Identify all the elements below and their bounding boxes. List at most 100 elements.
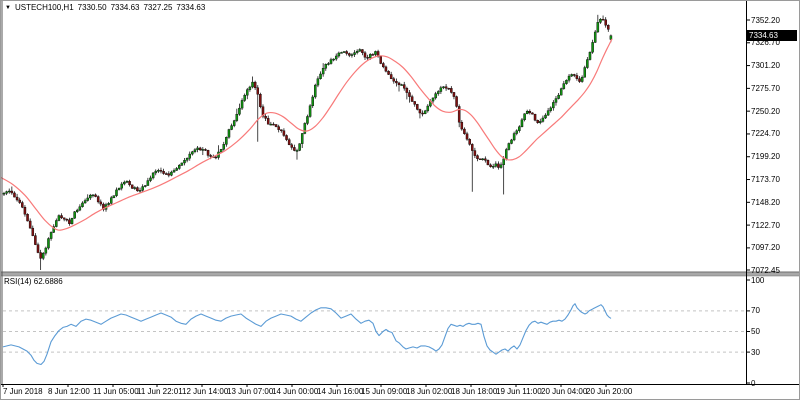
chart-title: ▼ USTECH100,H1 7330.50 7334.63 7327.25 7… <box>5 3 205 12</box>
bull-candle <box>141 186 144 191</box>
bull-candle <box>44 247 48 254</box>
bull-candle <box>41 252 45 259</box>
bull-candle <box>2 193 6 195</box>
bull-candle <box>175 168 178 171</box>
bull-candle <box>238 107 241 115</box>
bull-candle <box>89 194 92 199</box>
bear-candle <box>159 170 163 172</box>
bear-candle <box>285 135 288 140</box>
bull-candle <box>507 143 511 150</box>
bear-candle <box>410 96 414 102</box>
bear-candle <box>486 160 490 166</box>
price-axis-label: 7097.20 <box>751 243 780 253</box>
bear-candle <box>259 94 262 107</box>
moving-average-line <box>1 38 613 231</box>
bear-candle <box>484 158 487 161</box>
bear-candle <box>607 24 610 30</box>
bear-candle <box>345 51 348 54</box>
bull-candle <box>334 55 338 60</box>
bull-candle <box>144 185 147 187</box>
bull-candle <box>319 73 322 79</box>
bull-candle <box>523 113 526 121</box>
bull-candle <box>593 31 597 43</box>
low-value: 7327.25 <box>143 3 173 12</box>
bull-candle <box>154 170 157 174</box>
bear-candle <box>261 106 265 117</box>
bear-candle <box>421 112 424 115</box>
bull-candle <box>73 211 76 219</box>
bull-candle <box>374 51 377 55</box>
bull-candle <box>520 119 524 127</box>
bear-candle <box>478 158 482 160</box>
bull-candle <box>350 54 354 56</box>
bear-candle <box>94 194 97 197</box>
bull-candle <box>243 94 246 101</box>
bull-candle <box>125 181 129 183</box>
bull-candle <box>559 88 563 96</box>
price-axis-label: 7122.70 <box>751 220 780 230</box>
bear-candle <box>460 122 464 130</box>
bull-candle <box>442 86 445 88</box>
bear-candle <box>387 71 390 75</box>
bear-candle <box>455 96 458 107</box>
time-axis-label: 20 Jun 04:00 <box>541 387 588 396</box>
bull-candle <box>57 215 61 221</box>
time-axis-label: 8 Jun 12:00 <box>48 387 90 396</box>
bull-candle <box>225 137 228 145</box>
bull-candle <box>300 133 304 144</box>
bear-candle <box>62 217 66 220</box>
bear-candle <box>28 220 32 229</box>
bull-candle <box>133 187 137 189</box>
bull-candle <box>329 59 333 64</box>
bull-candle <box>549 107 552 111</box>
bull-candle <box>219 149 223 153</box>
bull-candle <box>599 18 602 23</box>
time-axis[interactable]: 7 Jun 2018 8 Jun 12:00 11 Jun 05:00 11 Jun … <box>1 385 799 399</box>
bull-candle <box>81 202 84 207</box>
rsi-axis-label: 100 <box>751 275 765 285</box>
time-axis-label: 12 Jun 14:00 <box>182 387 229 396</box>
bear-candle <box>413 101 416 105</box>
price-axis-label: 7224.70 <box>751 129 780 139</box>
bull-candle <box>583 67 587 78</box>
bull-candle <box>324 64 328 69</box>
bear-candle <box>99 201 103 205</box>
bull-candle <box>120 183 123 189</box>
bull-candle <box>295 150 299 152</box>
bull-candle <box>512 133 516 141</box>
rsi-line <box>2 303 612 366</box>
bull-candle <box>196 147 199 150</box>
bear-candle <box>65 218 69 221</box>
bull-candle <box>565 79 568 84</box>
bear-candle <box>39 252 42 259</box>
bear-candle <box>13 192 16 198</box>
rsi-axis-label: 0 <box>751 378 756 388</box>
bear-candle <box>272 123 275 126</box>
rsi-axis[interactable]: 100 70 50 30 0 <box>750 1 799 399</box>
price-axis[interactable]: 7352.20 7326.70 7301.20 7275.70 7250.20 7224.… <box>750 1 799 399</box>
bull-candle <box>193 149 197 152</box>
bear-candle <box>198 147 202 151</box>
bull-candle <box>505 149 508 160</box>
bull-candle <box>340 52 343 54</box>
time-axis-label: 14 Jun 16:00 <box>317 387 364 396</box>
bear-candle <box>476 155 479 159</box>
time-axis-label: 13 Jun 07:00 <box>227 387 274 396</box>
bear-candle <box>379 56 382 64</box>
bull-candle <box>567 75 571 81</box>
bull-candle <box>358 49 362 52</box>
bear-candle <box>348 53 351 56</box>
bear-candle <box>395 81 398 84</box>
bull-candle <box>316 78 320 86</box>
bull-candle <box>52 226 55 233</box>
symbol-dropdown-icon[interactable]: ▼ <box>5 4 11 11</box>
time-axis-label: 18 Jun 02:00 <box>406 387 453 396</box>
bull-candle <box>518 126 521 131</box>
bear-candle <box>277 126 280 130</box>
bear-candle <box>416 104 419 110</box>
bull-candle <box>510 139 513 144</box>
bear-candle <box>204 149 207 151</box>
bull-candle <box>232 120 236 126</box>
